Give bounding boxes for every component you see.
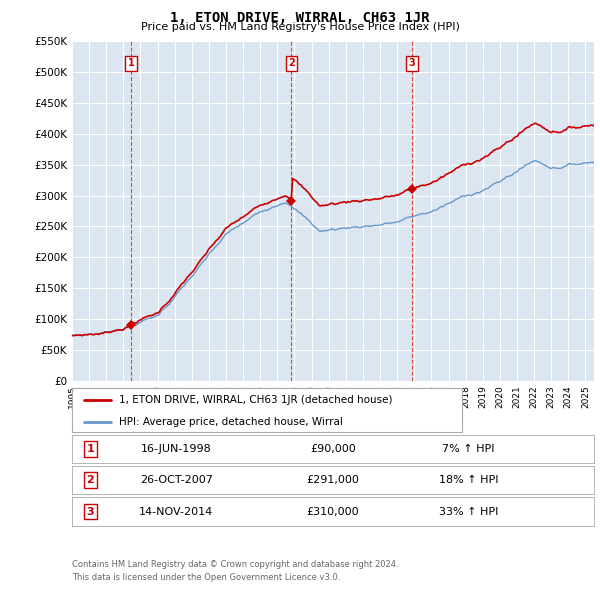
Text: 16-JUN-1998: 16-JUN-1998	[141, 444, 212, 454]
Text: Contains HM Land Registry data © Crown copyright and database right 2024.: Contains HM Land Registry data © Crown c…	[72, 560, 398, 569]
Text: 3: 3	[409, 58, 415, 68]
Text: 1: 1	[128, 58, 134, 68]
Text: 2: 2	[86, 476, 94, 485]
Text: £291,000: £291,000	[307, 476, 359, 485]
Text: £90,000: £90,000	[310, 444, 356, 454]
Text: 26-OCT-2007: 26-OCT-2007	[140, 476, 213, 485]
Text: 2: 2	[288, 58, 295, 68]
Text: 1: 1	[86, 444, 94, 454]
Text: 14-NOV-2014: 14-NOV-2014	[139, 507, 214, 516]
Text: 33% ↑ HPI: 33% ↑ HPI	[439, 507, 499, 516]
Text: This data is licensed under the Open Government Licence v3.0.: This data is licensed under the Open Gov…	[72, 573, 340, 582]
Text: 18% ↑ HPI: 18% ↑ HPI	[439, 476, 499, 485]
Text: 7% ↑ HPI: 7% ↑ HPI	[442, 444, 495, 454]
Text: Price paid vs. HM Land Registry's House Price Index (HPI): Price paid vs. HM Land Registry's House …	[140, 22, 460, 32]
Text: HPI: Average price, detached house, Wirral: HPI: Average price, detached house, Wirr…	[119, 417, 343, 427]
Text: 1, ETON DRIVE, WIRRAL, CH63 1JR: 1, ETON DRIVE, WIRRAL, CH63 1JR	[170, 11, 430, 25]
Text: 1, ETON DRIVE, WIRRAL, CH63 1JR (detached house): 1, ETON DRIVE, WIRRAL, CH63 1JR (detache…	[119, 395, 392, 405]
Text: £310,000: £310,000	[307, 507, 359, 516]
Text: 3: 3	[86, 507, 94, 516]
